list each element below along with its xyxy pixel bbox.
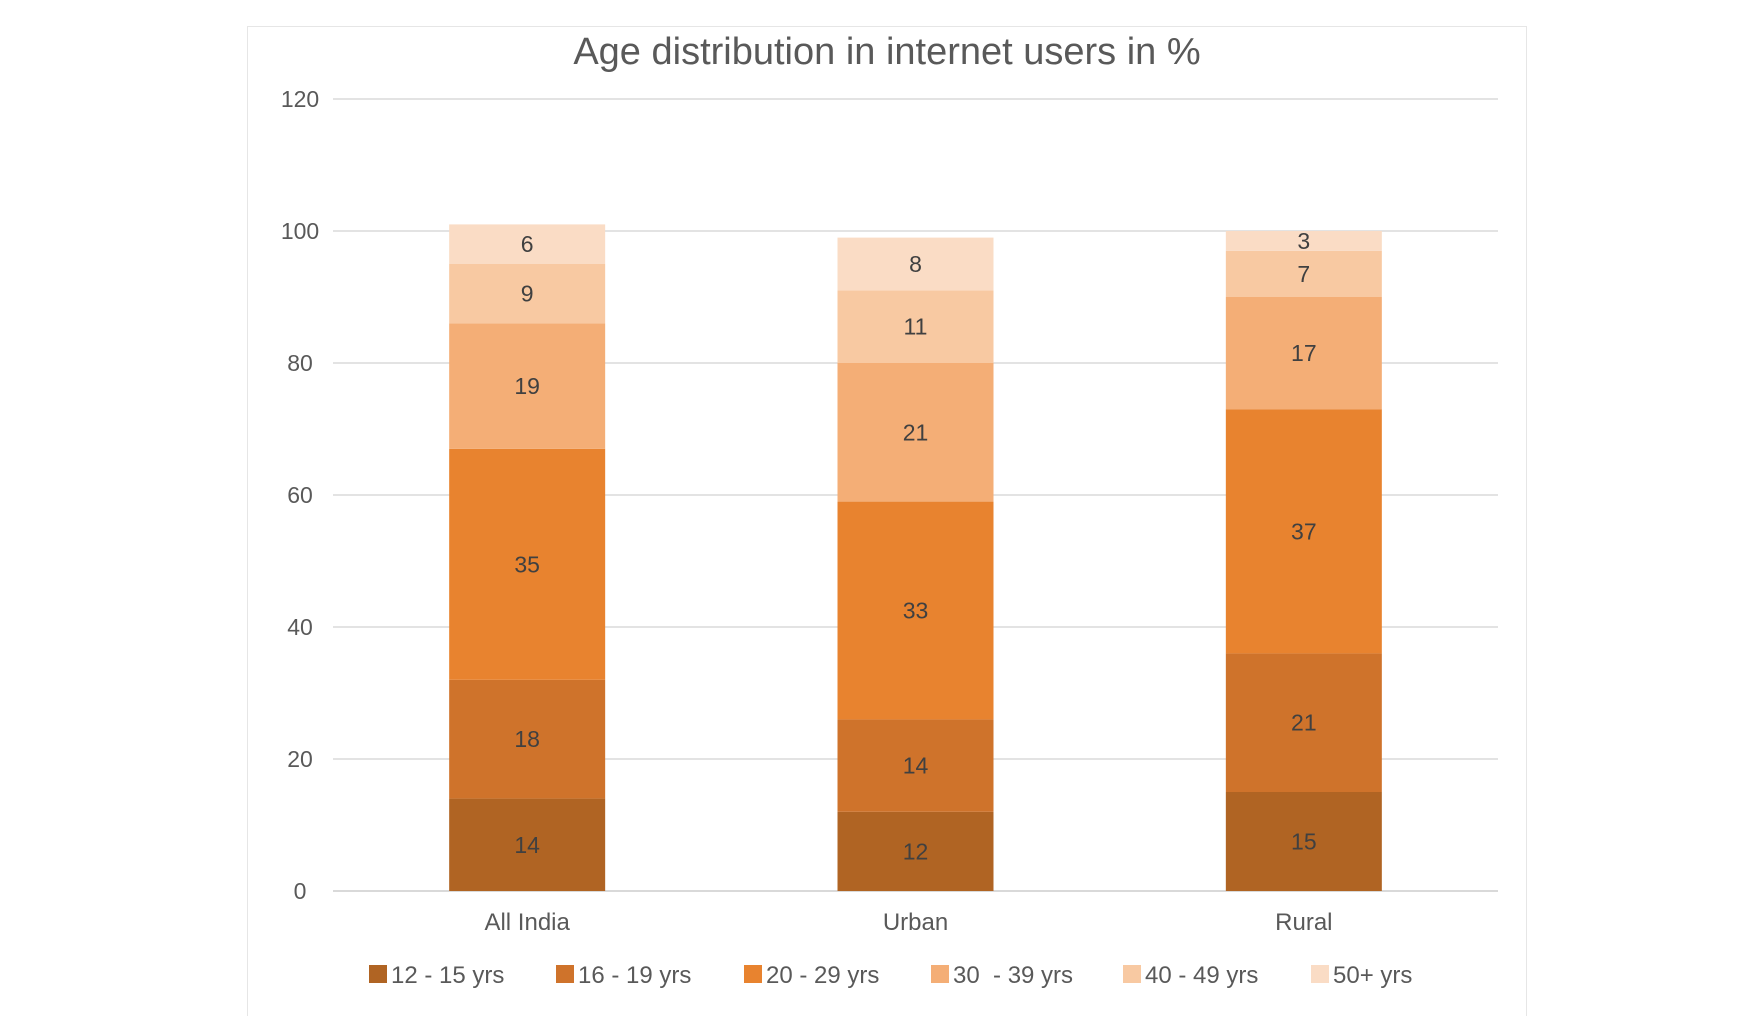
legend-label: 50+ yrs: [1333, 962, 1412, 989]
bar-segment: [1225, 231, 1382, 251]
y-tick-label: 0: [294, 878, 307, 904]
legend-label: 12 - 15 yrs: [391, 962, 504, 989]
data-label: 11: [904, 314, 928, 340]
bar-segment: [1225, 792, 1382, 891]
bar-segment: [837, 501, 994, 720]
y-tick-label: 100: [281, 218, 319, 244]
legend-label: 20 - 29 yrs: [766, 962, 879, 989]
data-label: 19: [514, 373, 540, 399]
legend-label: 30 - 39 yrs: [953, 962, 1073, 989]
data-label: 8: [909, 251, 922, 277]
legend-swatch: [744, 965, 762, 983]
x-axis: All India Urban Rural: [484, 909, 1332, 936]
legend-swatch: [931, 965, 949, 983]
y-axis: 0 20 40 60 80 100 120: [281, 86, 319, 904]
bar-segment: [449, 264, 606, 324]
data-label: 18: [514, 726, 540, 752]
legend-swatch: [369, 965, 387, 983]
legend-swatch: [1123, 965, 1141, 983]
bar-segment: [1225, 653, 1382, 792]
data-label: 3: [1297, 228, 1310, 254]
legend-swatch: [1311, 965, 1329, 983]
y-tick-label: 40: [287, 614, 313, 640]
y-tick-label: 80: [287, 350, 313, 376]
x-category-label: All India: [484, 909, 570, 936]
bar-segment: [837, 237, 994, 291]
data-label: 35: [514, 551, 540, 577]
bar-segment: [449, 798, 606, 891]
legend-label: 16 - 19 yrs: [578, 962, 691, 989]
bar-segment: [837, 811, 994, 891]
bar-segment: [449, 224, 606, 264]
bars: 14 18 35 19 9 6 12 14 33 21 11 8 15 21 37 17 7 3: [449, 224, 1382, 891]
bar-segment: [1225, 297, 1382, 410]
data-label: 15: [1291, 829, 1317, 855]
y-tick-label: 60: [287, 482, 313, 508]
bar-segment: [1225, 250, 1382, 297]
bar-segment: [449, 448, 606, 680]
data-label: 21: [1291, 710, 1317, 736]
data-label: 21: [903, 419, 929, 445]
legend: 12 - 15 yrs 16 - 19 yrs 20 - 29 yrs 30 - 39…: [369, 962, 1412, 989]
bar-segment: [837, 363, 994, 502]
x-category-label: Rural: [1275, 909, 1332, 936]
data-label: 14: [903, 753, 929, 779]
legend-swatch: [556, 965, 574, 983]
y-tick-label: 20: [287, 746, 313, 772]
chart-title: Age distribution in internet users in %: [573, 31, 1200, 73]
y-tick-label: 120: [281, 86, 319, 112]
x-category-label: Urban: [883, 909, 948, 936]
data-label: 7: [1297, 261, 1310, 287]
data-label: 17: [1291, 340, 1317, 366]
legend-label: 40 - 49 yrs: [1145, 962, 1258, 989]
data-label: 14: [514, 832, 540, 858]
data-label: 12: [903, 838, 929, 864]
data-label: 37: [1291, 518, 1317, 544]
bar-segment: [1225, 409, 1382, 654]
bar-segment: [837, 290, 994, 363]
data-label: 6: [521, 231, 534, 257]
data-label: 33: [903, 598, 929, 624]
bar-segment: [449, 679, 606, 799]
data-label: 9: [521, 281, 534, 307]
bar-segment: [449, 323, 606, 449]
bar-segment: [837, 719, 994, 812]
